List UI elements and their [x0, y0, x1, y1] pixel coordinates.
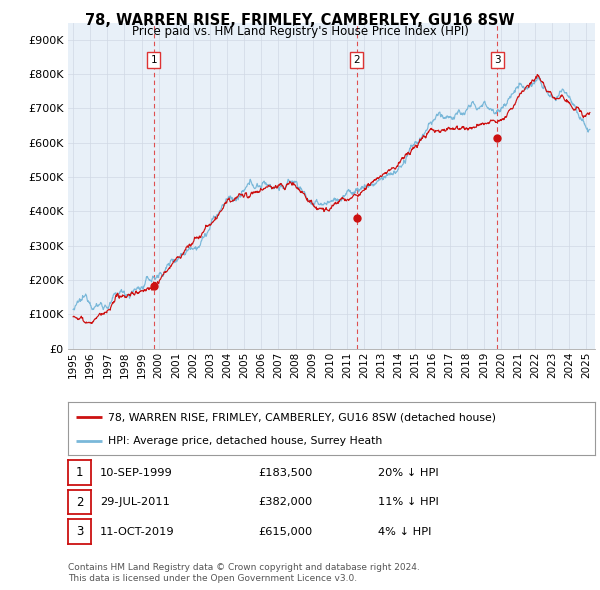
- Text: 2: 2: [353, 55, 360, 65]
- Text: 29-JUL-2011: 29-JUL-2011: [100, 497, 170, 507]
- Text: £615,000: £615,000: [258, 527, 312, 536]
- Text: 11-OCT-2019: 11-OCT-2019: [100, 527, 175, 536]
- Text: HPI: Average price, detached house, Surrey Heath: HPI: Average price, detached house, Surr…: [107, 435, 382, 445]
- Text: 1: 1: [76, 466, 83, 479]
- Text: Price paid vs. HM Land Registry's House Price Index (HPI): Price paid vs. HM Land Registry's House …: [131, 25, 469, 38]
- Text: 2: 2: [76, 496, 83, 509]
- Text: 3: 3: [76, 525, 83, 538]
- Text: 78, WARREN RISE, FRIMLEY, CAMBERLEY, GU16 8SW (detached house): 78, WARREN RISE, FRIMLEY, CAMBERLEY, GU1…: [107, 412, 496, 422]
- Text: 11% ↓ HPI: 11% ↓ HPI: [378, 497, 439, 507]
- Text: 4% ↓ HPI: 4% ↓ HPI: [378, 527, 431, 536]
- Text: This data is licensed under the Open Government Licence v3.0.: This data is licensed under the Open Gov…: [68, 574, 357, 583]
- Text: 1: 1: [151, 55, 157, 65]
- Text: 3: 3: [494, 55, 500, 65]
- Text: £183,500: £183,500: [258, 468, 313, 477]
- Text: 78, WARREN RISE, FRIMLEY, CAMBERLEY, GU16 8SW: 78, WARREN RISE, FRIMLEY, CAMBERLEY, GU1…: [85, 13, 515, 28]
- Text: £382,000: £382,000: [258, 497, 312, 507]
- Text: 10-SEP-1999: 10-SEP-1999: [100, 468, 173, 477]
- Text: Contains HM Land Registry data © Crown copyright and database right 2024.: Contains HM Land Registry data © Crown c…: [68, 563, 420, 572]
- Text: 20% ↓ HPI: 20% ↓ HPI: [378, 468, 439, 477]
